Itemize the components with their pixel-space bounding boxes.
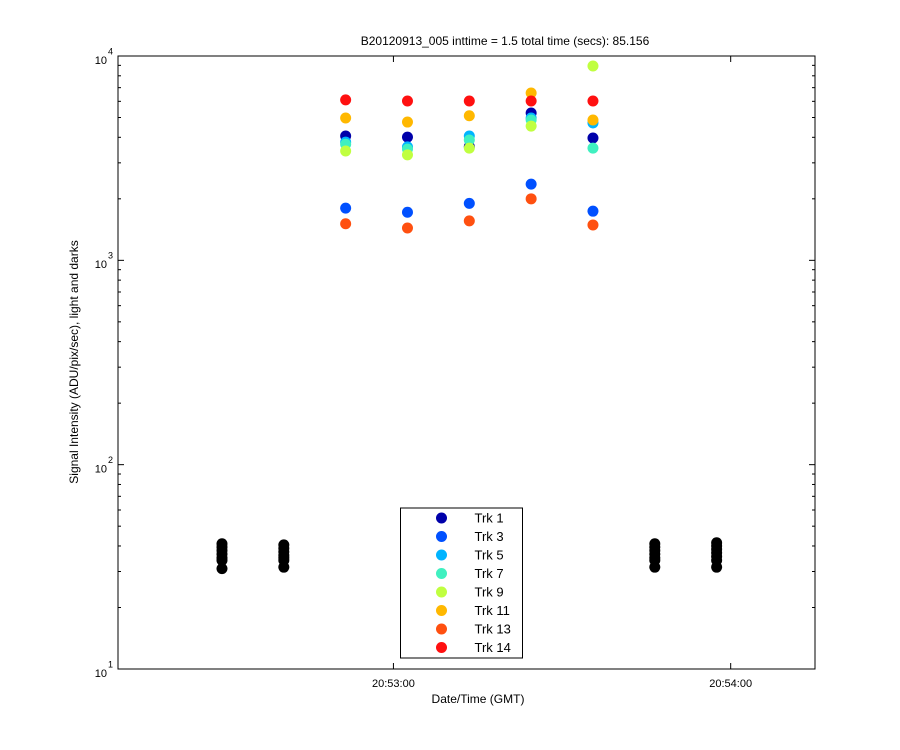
legend-marker: [436, 642, 447, 653]
point: [401, 95, 413, 107]
y-tick-label: 10: [95, 259, 107, 271]
dark-point: [216, 554, 228, 566]
dark-point: [711, 561, 723, 573]
legend-marker: [436, 568, 447, 579]
legend-marker: [436, 531, 447, 542]
legend-label: Trk 9: [475, 584, 504, 599]
point: [587, 114, 599, 126]
point: [463, 142, 475, 154]
point: [463, 95, 475, 107]
legend-marker: [436, 512, 447, 524]
point: [340, 112, 352, 124]
x-axis-label: Date/Time (GMT): [432, 692, 525, 706]
legend-label: Trk 5: [475, 547, 504, 562]
y-tick-exponent: 2: [108, 455, 113, 465]
x-tick-label: 20:54:00: [709, 678, 752, 690]
point: [401, 206, 413, 218]
point: [401, 116, 413, 128]
y-tick-exponent: 1: [108, 659, 113, 669]
legend-label: Trk 3: [475, 529, 504, 544]
point: [401, 131, 413, 143]
point: [525, 178, 537, 190]
legend-marker: [436, 586, 447, 598]
point: [463, 110, 475, 122]
chart-title: B20120913_005 inttime = 1.5 total time (…: [361, 34, 650, 48]
legend-label: Trk 13: [475, 621, 511, 636]
point: [525, 193, 537, 205]
plot-frame: [117, 55, 816, 670]
y-tick-label: 10: [95, 464, 107, 476]
point: [340, 145, 352, 157]
point: [525, 87, 537, 99]
dark-point: [216, 563, 228, 575]
point: [463, 134, 475, 146]
legend-marker: [436, 549, 447, 561]
point: [340, 218, 352, 230]
x-tick-label: 20:53:00: [372, 678, 415, 690]
point: [463, 215, 475, 227]
dark-point: [278, 561, 290, 573]
point: [525, 95, 537, 107]
y-tick-exponent: 3: [108, 251, 113, 261]
point: [587, 95, 599, 107]
y-tick-label: 10: [95, 668, 107, 680]
point: [587, 60, 599, 72]
legend-label: Trk 14: [475, 640, 511, 655]
point: [340, 94, 352, 106]
legend-marker: [436, 623, 447, 635]
y-tick-exponent: 4: [108, 46, 113, 56]
point: [401, 222, 413, 234]
point: [401, 149, 413, 161]
point: [587, 142, 599, 154]
point: [525, 120, 537, 132]
point: [463, 197, 475, 209]
legend-label: Trk 7: [475, 566, 504, 581]
point: [587, 132, 599, 144]
point: [587, 205, 599, 217]
legend-label: Trk 1: [475, 510, 504, 525]
point: [587, 219, 599, 231]
dark-point: [649, 561, 661, 573]
point: [340, 202, 352, 214]
y-axis-label: Signal Intensity (ADU/pix/sec), light an…: [67, 240, 81, 483]
legend-marker: [436, 605, 447, 616]
legend-label: Trk 11: [475, 603, 510, 618]
y-tick-label: 10: [95, 55, 107, 67]
legend-box: [400, 507, 523, 659]
